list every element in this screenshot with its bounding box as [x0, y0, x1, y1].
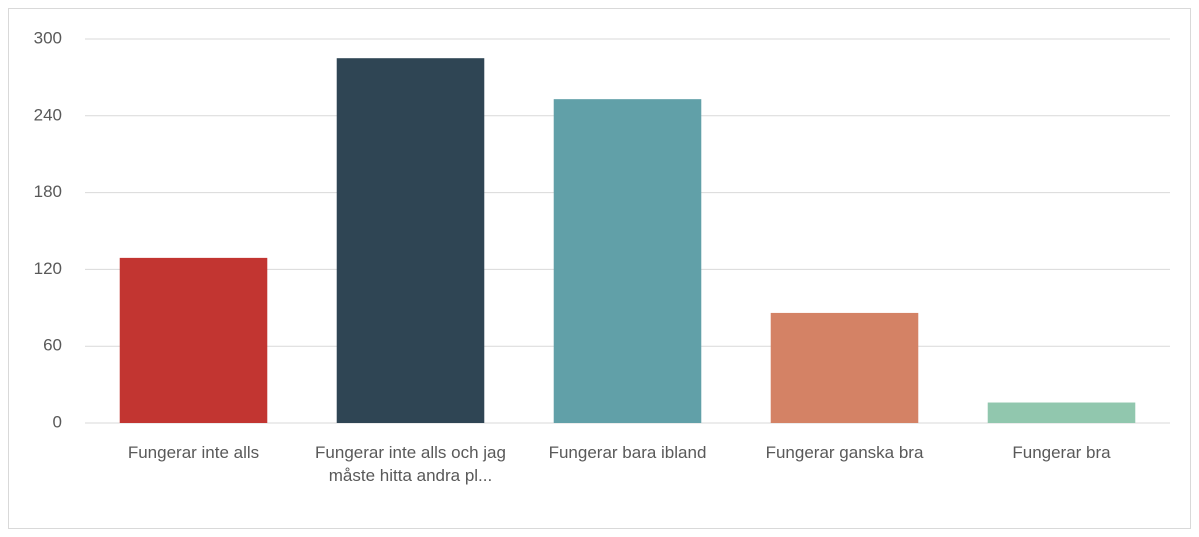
y-tick-label: 120: [34, 259, 62, 278]
x-tick-label: Fungerar ganska bra: [765, 443, 924, 462]
x-tick-label: Fungerar inte alls: [127, 443, 260, 462]
bar: [770, 312, 919, 423]
x-tick-label: Fungerar inte alls och jag måste hitta a…: [315, 443, 506, 485]
bar: [336, 58, 485, 423]
bar: [987, 402, 1136, 423]
bar: [119, 257, 268, 423]
y-tick-label: 180: [34, 182, 62, 201]
x-tick-label: Fungerar bra: [1012, 443, 1111, 462]
y-tick-label: 300: [34, 28, 62, 47]
chart-frame: [8, 8, 1191, 529]
y-tick-label: 0: [53, 412, 62, 431]
bar: [553, 99, 702, 423]
x-tick-label: Fungerar bara ibland: [548, 443, 707, 462]
y-tick-label: 240: [34, 105, 62, 124]
y-tick-label: 60: [43, 336, 62, 355]
